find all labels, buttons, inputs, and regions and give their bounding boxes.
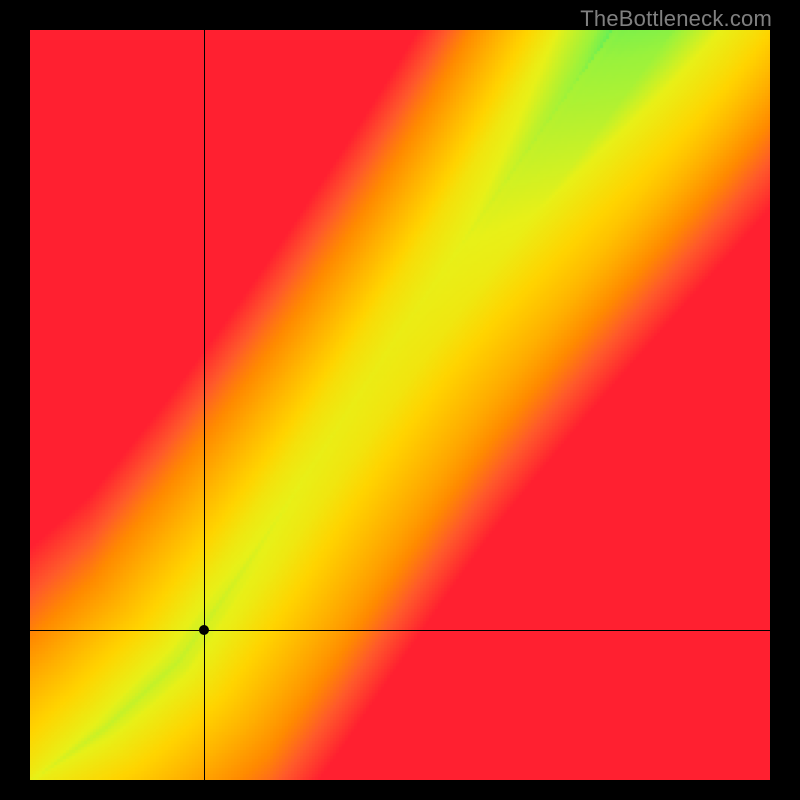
watermark-text: TheBottleneck.com [580, 6, 772, 32]
crosshair-marker-dot [199, 625, 209, 635]
crosshair-vertical-line [204, 30, 205, 780]
heatmap-canvas [30, 30, 770, 780]
chart-container: TheBottleneck.com [0, 0, 800, 800]
crosshair-horizontal-line [30, 630, 770, 631]
